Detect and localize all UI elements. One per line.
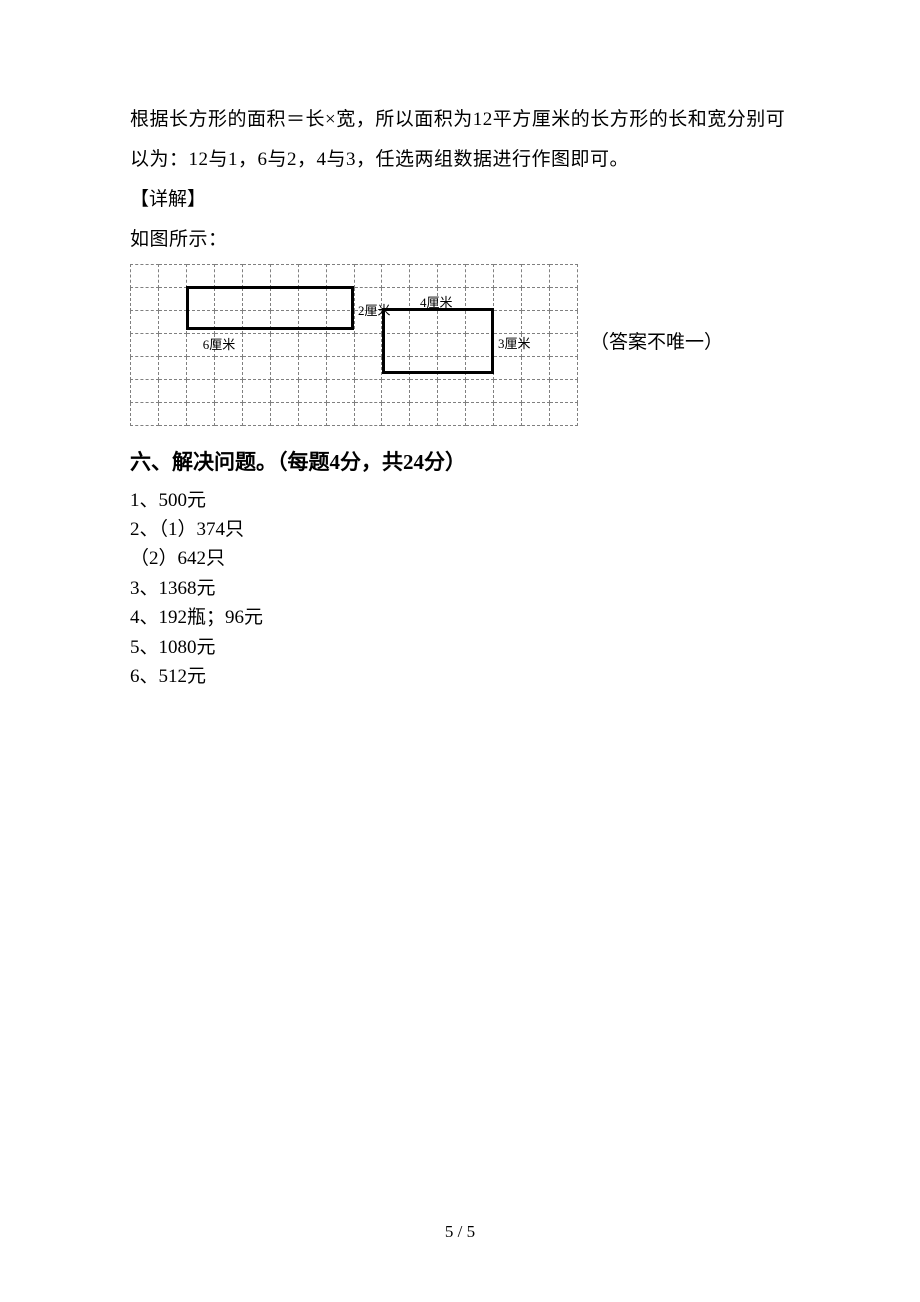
detail-label: 【详解】 xyxy=(130,180,790,220)
answer-line: 5、1080元 xyxy=(130,633,790,662)
rect-4x3 xyxy=(382,308,494,374)
section-6-title: 六、解决问题。（每题4分，共24分） xyxy=(130,446,790,476)
label-2cm: 2厘米 xyxy=(358,300,391,319)
figure-wrap: 6厘米 2厘米 4厘米 3厘米 （答案不唯一） xyxy=(130,264,790,418)
intro-line-2: 以为：12与1，6与2，4与3，任选两组数据进行作图即可。 xyxy=(130,140,790,180)
label-6cm: 6厘米 xyxy=(203,334,236,353)
answer-line: 4、192瓶；96元 xyxy=(130,603,790,632)
rect-6x2 xyxy=(186,286,354,330)
page-number: 5 / 5 xyxy=(0,1222,920,1242)
answer-line: 2、（1）374只 xyxy=(130,515,790,544)
answers-list: 1、500元2、（1）374只（2）642只3、1368元4、192瓶；96元5… xyxy=(130,486,790,692)
label-3cm: 3厘米 xyxy=(498,333,531,352)
answer-line: 6、512元 xyxy=(130,662,790,691)
figure-note: （答案不唯一） xyxy=(590,327,723,354)
answer-line: 3、1368元 xyxy=(130,574,790,603)
page: 根据长方形的面积＝长×宽，所以面积为12平方厘米的长方形的长和宽分别可 以为：1… xyxy=(0,0,920,1302)
answer-line: 1、500元 xyxy=(130,486,790,515)
as-shown-label: 如图所示： xyxy=(130,220,790,260)
answer-line: （2）642只 xyxy=(130,544,790,573)
label-4cm: 4厘米 xyxy=(420,292,453,311)
intro-line-1: 根据长方形的面积＝长×宽，所以面积为12平方厘米的长方形的长和宽分别可 xyxy=(130,100,790,140)
figure-canvas: 6厘米 2厘米 4厘米 3厘米 xyxy=(130,264,578,418)
